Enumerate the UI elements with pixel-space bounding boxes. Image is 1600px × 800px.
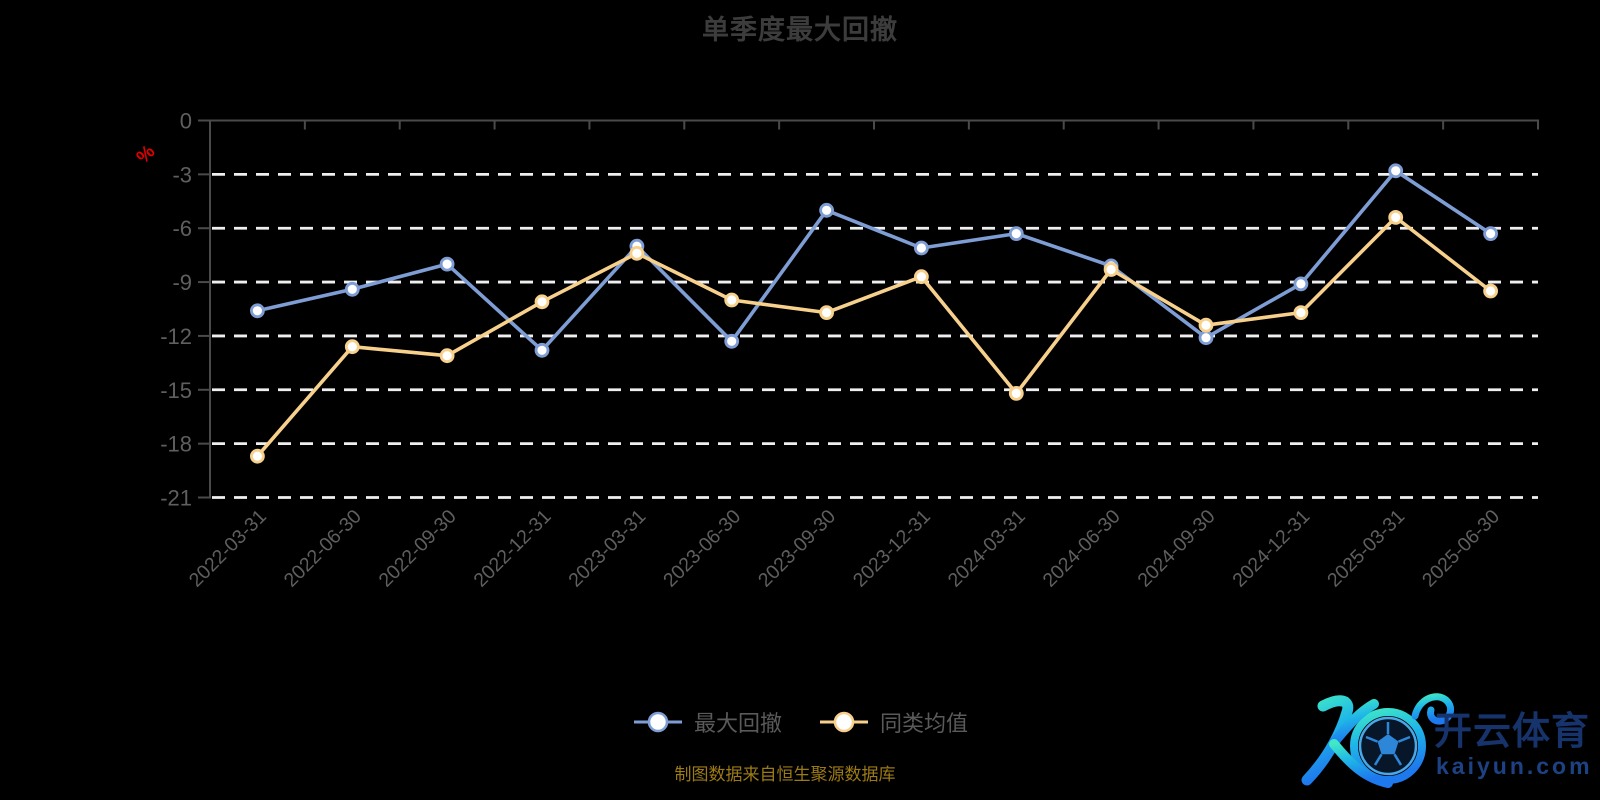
series-1-point-7[interactable]: [914, 269, 929, 285]
x-tick-label: 2025-06-30: [1418, 505, 1504, 591]
x-tick-label: 2023-03-31: [564, 505, 650, 591]
series-0-point-8[interactable]: [1008, 226, 1024, 242]
y-tick-label: -6: [172, 216, 192, 241]
series-0-point-5[interactable]: [724, 333, 740, 349]
series-1-point-1[interactable]: [344, 339, 360, 355]
x-tick-label: 2023-12-31: [849, 505, 935, 591]
y-tick-label: -9: [172, 270, 192, 295]
soccer-ball-icon: [1358, 716, 1418, 776]
series-1-point-13[interactable]: [1483, 283, 1498, 299]
chart-title: 单季度最大回撤: [702, 15, 898, 45]
x-tick-label: 2022-03-31: [185, 505, 271, 591]
series-1-point-3[interactable]: [534, 294, 550, 310]
legend-item-0[interactable]: 最大回撤: [632, 706, 782, 738]
x-tick-label: 2024-12-31: [1228, 505, 1314, 591]
kaiyun-logo-icon: [1301, 693, 1455, 788]
legend-marker-icon: [820, 711, 868, 733]
x-tick-label: 2024-09-30: [1133, 505, 1219, 591]
source-note: 制图数据来自恒生聚源数据库: [674, 765, 896, 784]
x-tick-label: 2023-09-30: [754, 505, 840, 591]
x-tick-label: 2022-06-30: [280, 505, 366, 591]
y-tick-label: -18: [160, 432, 192, 457]
series-1-point-12[interactable]: [1388, 209, 1404, 225]
x-tick-label: 2022-09-30: [375, 505, 461, 591]
series-0-point-11[interactable]: [1293, 276, 1309, 292]
series-0-point-7[interactable]: [914, 240, 929, 256]
axis-line: [209, 119, 1539, 499]
series-0-point-6[interactable]: [819, 202, 834, 218]
x-tick-label: 2024-03-31: [944, 505, 1030, 591]
y-tick-label: -3: [172, 162, 192, 187]
x-tick-label: 2022-12-31: [469, 505, 555, 591]
series-1-point-11[interactable]: [1293, 305, 1309, 321]
series-line-0: [257, 169, 1492, 353]
legend-label: 最大回撤: [693, 711, 782, 736]
series-0-point-12[interactable]: [1388, 163, 1404, 179]
series-1-point-10[interactable]: [1198, 317, 1214, 333]
series-1-point-8[interactable]: [1008, 385, 1024, 401]
kaiyun-watermark: 开云体育 kaiyun.com: [1301, 693, 1593, 788]
series-line-1: [256, 215, 1492, 458]
series-1-point-0[interactable]: [249, 448, 265, 464]
kaiyun-logo-cn: 开云体育: [1434, 711, 1590, 753]
x-tick-label: 2023-06-30: [659, 505, 745, 591]
series-1-point-9[interactable]: [1103, 262, 1119, 277]
legend-label: 同类均值: [880, 711, 969, 736]
y-tick-label: -21: [160, 486, 192, 511]
series-0-point-1[interactable]: [344, 281, 360, 297]
legend-marker-icon: [633, 711, 682, 733]
y-tick-label: -12: [160, 324, 192, 349]
series-0-point-0[interactable]: [249, 303, 265, 319]
series-0-point-3[interactable]: [534, 342, 550, 358]
legend: 最大回撤 同类均值: [0, 706, 1600, 738]
x-tick-label: 2024-06-30: [1039, 505, 1125, 591]
y-tick-label: -15: [160, 378, 192, 403]
series-0-point-13[interactable]: [1483, 226, 1498, 242]
series-0-point-2[interactable]: [439, 256, 455, 272]
series-1-point-6[interactable]: [819, 305, 834, 321]
x-tick-label: 2025-03-31: [1323, 505, 1409, 591]
series-1-point-2[interactable]: [439, 348, 455, 364]
series-1-point-5[interactable]: [724, 292, 740, 308]
series-1-point-4[interactable]: [629, 245, 645, 261]
legend-item-1[interactable]: 同类均值: [818, 706, 968, 738]
series-0-point-10[interactable]: [1198, 330, 1214, 346]
kaiyun-logo-url: kaiyun.com: [1436, 753, 1593, 779]
y-tick-label: 0: [180, 109, 192, 134]
